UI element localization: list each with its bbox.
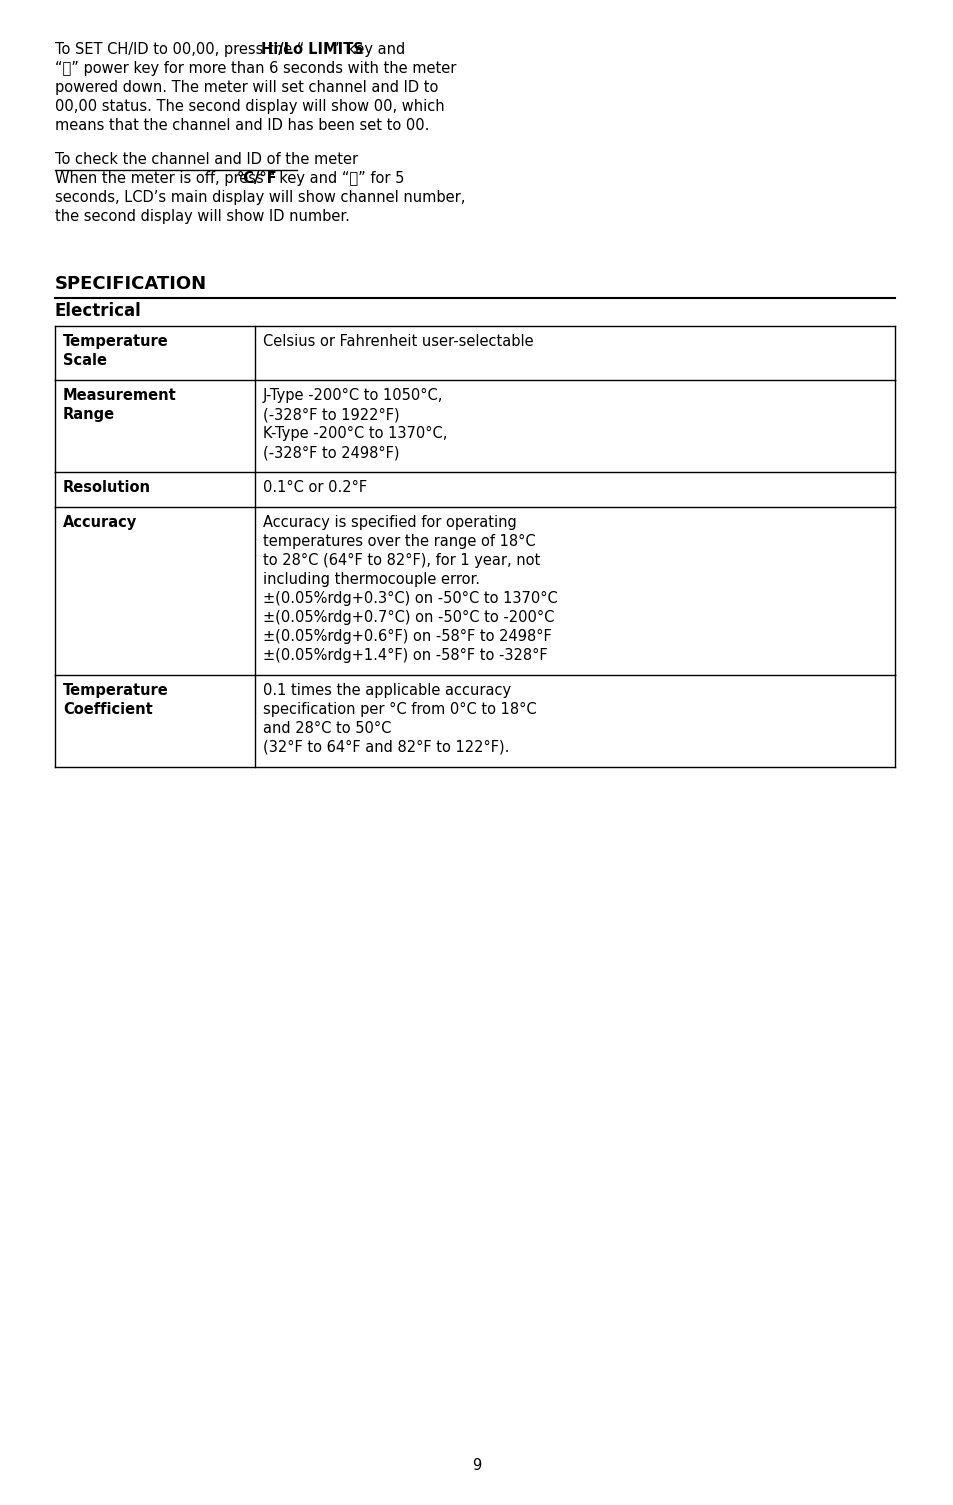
Text: Measurement: Measurement [63,388,176,403]
Text: SPECIFICATION: SPECIFICATION [55,275,207,293]
Text: ±(0.05%rdg+0.7°C) on -50°C to -200°C: ±(0.05%rdg+0.7°C) on -50°C to -200°C [263,610,554,625]
Text: ±(0.05%rdg+0.6°F) on -58°F to 2498°F: ±(0.05%rdg+0.6°F) on -58°F to 2498°F [263,629,551,644]
Text: Range: Range [63,406,115,421]
Text: to 28°C (64°F to 82°F), for 1 year, not: to 28°C (64°F to 82°F), for 1 year, not [263,552,539,567]
Text: “⏻” power key for more than 6 seconds with the meter: “⏻” power key for more than 6 seconds wi… [55,62,456,75]
Text: Temperature: Temperature [63,334,169,349]
Text: the second display will show ID number.: the second display will show ID number. [55,209,350,224]
Text: Celsius or Fahrenheit user-selectable: Celsius or Fahrenheit user-selectable [263,334,533,349]
Text: Accuracy is specified for operating: Accuracy is specified for operating [263,515,517,530]
Text: means that the channel and ID has been set to 00.: means that the channel and ID has been s… [55,117,429,132]
Text: Hi/Lo LIMITS: Hi/Lo LIMITS [260,42,363,57]
Text: and 28°C to 50°C: and 28°C to 50°C [263,721,391,736]
Text: 0.1 times the applicable accuracy: 0.1 times the applicable accuracy [263,683,511,698]
Text: 0.1°C or 0.2°F: 0.1°C or 0.2°F [263,480,367,495]
Text: Resolution: Resolution [63,480,151,495]
Text: temperatures over the range of 18°C: temperatures over the range of 18°C [263,534,535,549]
Text: K-Type -200°C to 1370°C,: K-Type -200°C to 1370°C, [263,426,447,441]
Text: specification per °C from 0°C to 18°C: specification per °C from 0°C to 18°C [263,701,536,716]
Text: ±(0.05%rdg+1.4°F) on -58°F to -328°F: ±(0.05%rdg+1.4°F) on -58°F to -328°F [263,649,547,664]
Text: °C/°F: °C/°F [236,172,276,187]
Text: 9: 9 [472,1457,481,1472]
Text: seconds, LCD’s main display will show channel number,: seconds, LCD’s main display will show ch… [55,190,465,205]
Text: ” key and “⏻” for 5: ” key and “⏻” for 5 [267,172,404,187]
Text: To SET CH/ID to 00,00, press the “: To SET CH/ID to 00,00, press the “ [55,42,304,57]
Text: Temperature: Temperature [63,683,169,698]
Text: Coefficient: Coefficient [63,701,152,716]
Text: Scale: Scale [63,354,107,369]
Text: ±(0.05%rdg+0.3°C) on -50°C to 1370°C: ±(0.05%rdg+0.3°C) on -50°C to 1370°C [263,591,558,607]
Text: (-328°F to 1922°F): (-328°F to 1922°F) [263,406,399,421]
Text: 00,00 status. The second display will show 00, which: 00,00 status. The second display will sh… [55,99,444,114]
Text: J-Type -200°C to 1050°C,: J-Type -200°C to 1050°C, [263,388,443,403]
Text: (-328°F to 2498°F): (-328°F to 2498°F) [263,445,399,461]
Text: (32°F to 64°F and 82°F to 122°F).: (32°F to 64°F and 82°F to 122°F). [263,740,509,756]
Text: powered down. The meter will set channel and ID to: powered down. The meter will set channel… [55,80,438,95]
Text: ” key and: ” key and [335,42,405,57]
Text: To check the channel and ID of the meter: To check the channel and ID of the meter [55,152,357,167]
Text: Electrical: Electrical [55,303,142,321]
Text: Accuracy: Accuracy [63,515,137,530]
Text: When the meter is off, press “: When the meter is off, press “ [55,172,275,187]
Text: including thermocouple error.: including thermocouple error. [263,572,479,587]
